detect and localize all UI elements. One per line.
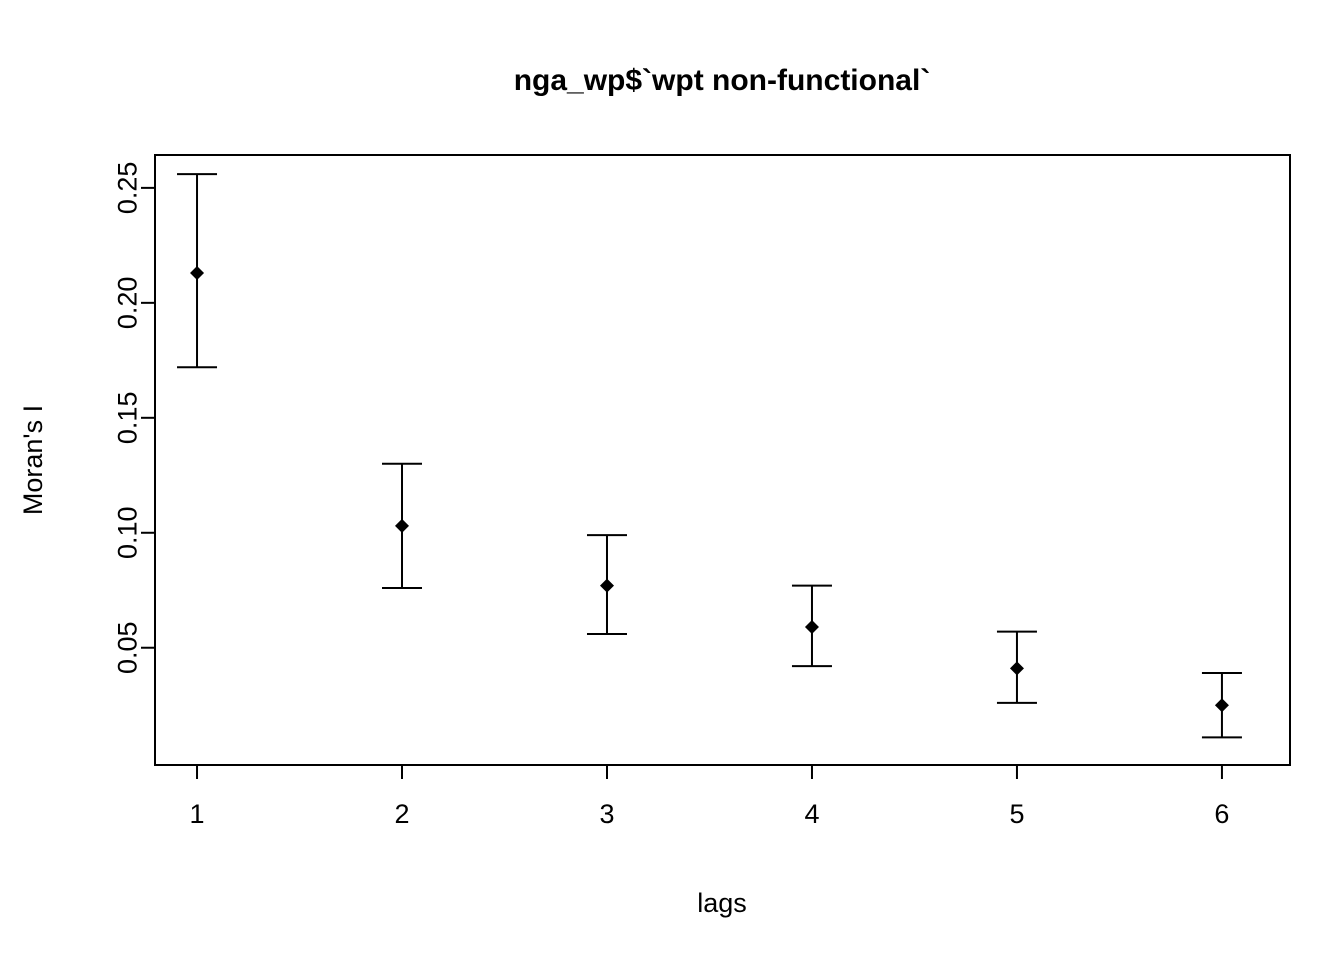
data-point-diamond (804, 620, 819, 635)
data-point-diamond (395, 518, 410, 533)
x-axis-ticks: 1 2 3 4 5 6 (190, 765, 1229, 829)
x-tick-label: 1 (190, 799, 205, 829)
x-axis-label: lags (697, 888, 747, 918)
plot-border (154, 154, 1291, 766)
data-point-diamond (1214, 698, 1229, 713)
data-point-diamond (190, 265, 205, 280)
x-tick-label: 6 (1214, 799, 1229, 829)
x-tick-label: 3 (599, 799, 614, 829)
y-tick-label: 0.25 (112, 162, 142, 215)
data-point-diamond (599, 578, 614, 593)
x-tick-label: 2 (394, 799, 409, 829)
errorbar-series (177, 173, 1242, 739)
y-tick-label: 0.10 (112, 506, 142, 559)
chart-title: nga_wp$`wpt non-functional` (514, 64, 931, 97)
y-axis-ticks: 0.05 0.10 0.15 0.20 0.25 (112, 162, 155, 674)
y-tick-label: 0.20 (112, 277, 142, 330)
x-tick-label: 5 (1009, 799, 1024, 829)
x-tick-label: 4 (804, 799, 819, 829)
y-axis-label: Moran's I (18, 405, 48, 515)
y-tick-label: 0.15 (112, 392, 142, 445)
y-tick-label: 0.05 (112, 621, 142, 674)
data-point-diamond (1009, 661, 1024, 676)
